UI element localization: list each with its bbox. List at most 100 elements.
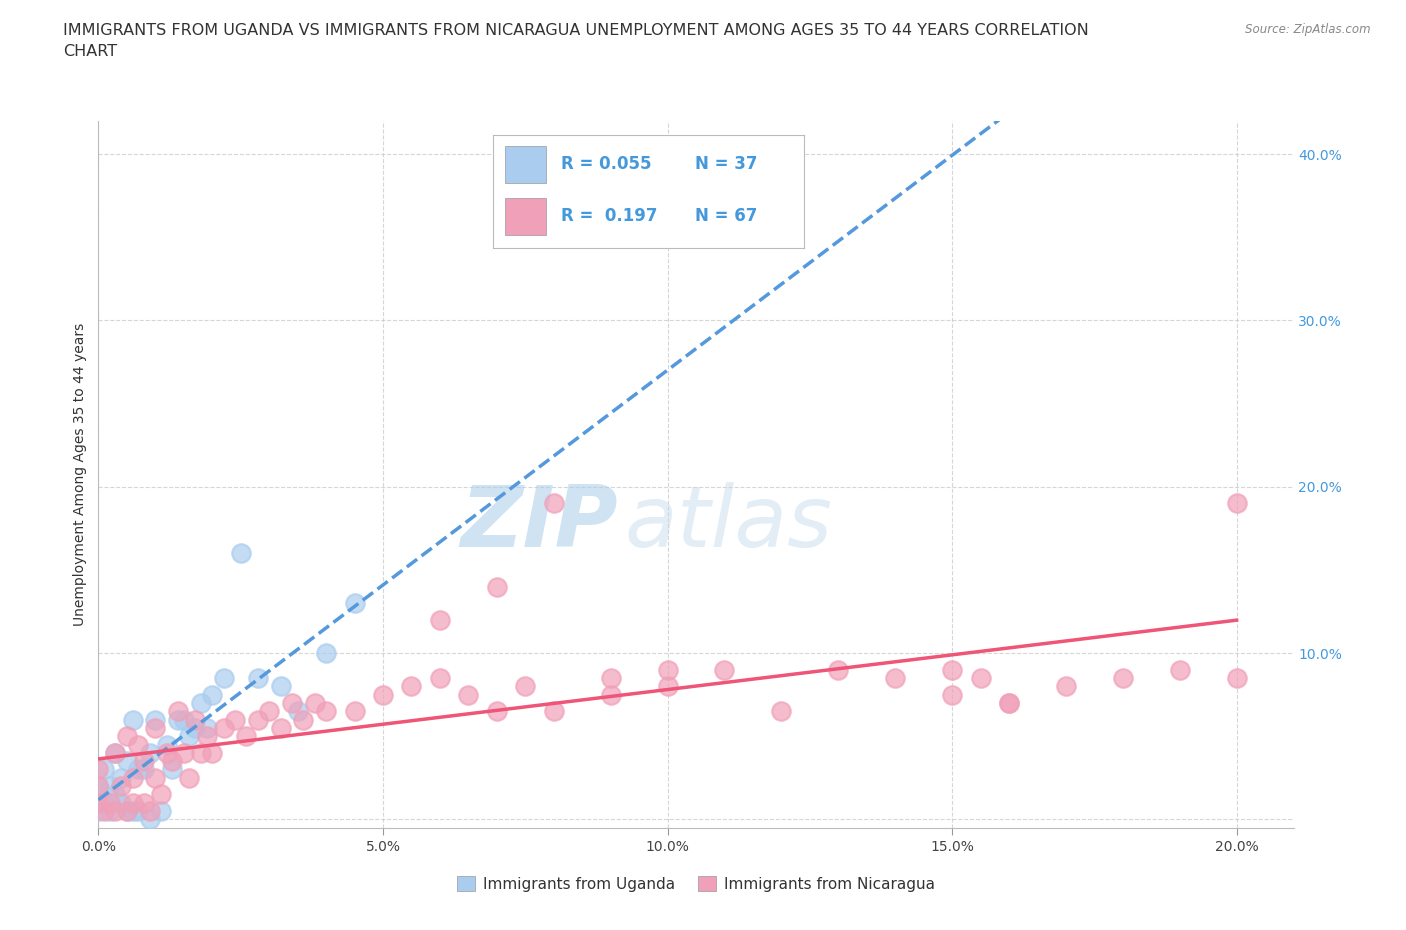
Point bbox=[138, 812, 160, 827]
Point bbox=[429, 612, 451, 627]
Point bbox=[132, 753, 155, 768]
Point bbox=[143, 712, 166, 727]
Point bbox=[87, 778, 110, 793]
Point bbox=[1226, 496, 1249, 511]
Point bbox=[115, 804, 138, 818]
Point bbox=[969, 671, 991, 685]
Point bbox=[941, 662, 963, 677]
Point bbox=[485, 704, 508, 719]
Point bbox=[104, 746, 127, 761]
Point bbox=[515, 679, 537, 694]
Point bbox=[110, 778, 132, 793]
Point bbox=[315, 645, 337, 660]
Point bbox=[167, 704, 190, 719]
Point bbox=[292, 712, 315, 727]
Point bbox=[121, 712, 143, 727]
Point bbox=[304, 696, 326, 711]
Point bbox=[115, 753, 138, 768]
Point bbox=[93, 795, 115, 810]
Legend: Immigrants from Uganda, Immigrants from Nicaragua: Immigrants from Uganda, Immigrants from … bbox=[451, 870, 941, 897]
Point bbox=[343, 596, 366, 611]
Point bbox=[110, 770, 132, 785]
Point bbox=[179, 729, 201, 744]
Point bbox=[143, 721, 166, 736]
Point bbox=[713, 662, 735, 677]
Point bbox=[270, 721, 292, 736]
Point bbox=[115, 729, 138, 744]
Point bbox=[343, 704, 366, 719]
Point bbox=[543, 704, 565, 719]
Text: atlas: atlas bbox=[624, 483, 832, 565]
Point bbox=[246, 712, 269, 727]
Point bbox=[132, 795, 155, 810]
Point bbox=[184, 721, 207, 736]
Point bbox=[104, 804, 127, 818]
Point bbox=[1054, 679, 1077, 694]
Point bbox=[235, 729, 257, 744]
Point bbox=[138, 746, 160, 761]
Point bbox=[132, 762, 155, 777]
Point bbox=[87, 804, 110, 818]
Point bbox=[599, 687, 621, 702]
Point bbox=[150, 787, 173, 802]
Point bbox=[229, 546, 252, 561]
Point bbox=[599, 671, 621, 685]
Point bbox=[173, 712, 195, 727]
Point bbox=[156, 746, 179, 761]
Point bbox=[485, 579, 508, 594]
Point bbox=[104, 787, 127, 802]
Point bbox=[121, 770, 143, 785]
Point bbox=[138, 804, 160, 818]
Point bbox=[1168, 662, 1191, 677]
Point bbox=[127, 737, 149, 752]
Point bbox=[156, 737, 179, 752]
Point bbox=[93, 762, 115, 777]
Point bbox=[315, 704, 337, 719]
Point bbox=[115, 804, 138, 818]
Point bbox=[270, 679, 292, 694]
Point bbox=[190, 746, 212, 761]
Point bbox=[224, 712, 246, 727]
Point bbox=[162, 762, 184, 777]
Point bbox=[201, 687, 224, 702]
Point bbox=[184, 712, 207, 727]
Point bbox=[457, 687, 479, 702]
Point bbox=[543, 496, 565, 511]
Y-axis label: Unemployment Among Ages 35 to 44 years: Unemployment Among Ages 35 to 44 years bbox=[73, 323, 87, 626]
Text: ZIP: ZIP bbox=[461, 483, 619, 565]
Point bbox=[657, 662, 679, 677]
Text: IMMIGRANTS FROM UGANDA VS IMMIGRANTS FROM NICARAGUA UNEMPLOYMENT AMONG AGES 35 T: IMMIGRANTS FROM UGANDA VS IMMIGRANTS FRO… bbox=[63, 23, 1090, 60]
Point bbox=[195, 721, 218, 736]
Point bbox=[941, 687, 963, 702]
Point bbox=[212, 721, 235, 736]
Point bbox=[998, 696, 1021, 711]
Point bbox=[173, 746, 195, 761]
Point bbox=[195, 729, 218, 744]
Point bbox=[127, 804, 149, 818]
Point bbox=[190, 696, 212, 711]
Point bbox=[657, 679, 679, 694]
Point bbox=[179, 770, 201, 785]
Point bbox=[104, 746, 127, 761]
Point bbox=[127, 762, 149, 777]
Point bbox=[281, 696, 304, 711]
Point bbox=[401, 679, 423, 694]
Point bbox=[98, 804, 121, 818]
Point bbox=[1226, 671, 1249, 685]
Point bbox=[246, 671, 269, 685]
Point bbox=[212, 671, 235, 685]
Point bbox=[93, 804, 115, 818]
Point bbox=[87, 778, 110, 793]
Point bbox=[98, 795, 121, 810]
Point bbox=[110, 795, 132, 810]
Point bbox=[827, 662, 849, 677]
Point bbox=[87, 762, 110, 777]
Point bbox=[167, 712, 190, 727]
Point bbox=[121, 795, 143, 810]
Text: Source: ZipAtlas.com: Source: ZipAtlas.com bbox=[1246, 23, 1371, 36]
Point bbox=[1112, 671, 1135, 685]
Point bbox=[998, 696, 1021, 711]
Point bbox=[287, 704, 309, 719]
Point bbox=[121, 804, 143, 818]
Point bbox=[143, 770, 166, 785]
